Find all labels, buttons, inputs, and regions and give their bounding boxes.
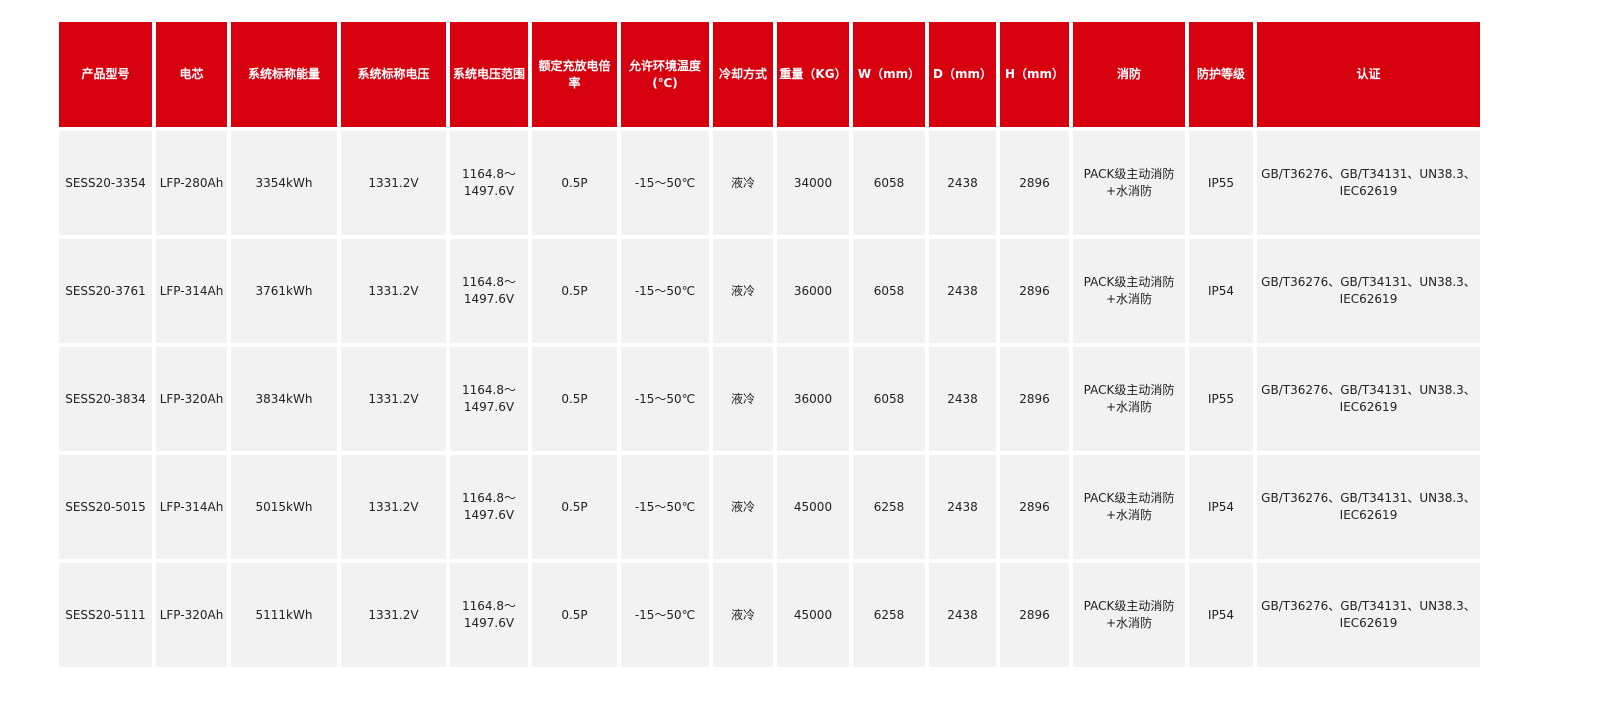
- table-cell: 液冷: [713, 131, 773, 235]
- table-cell: 1331.2V: [341, 239, 446, 343]
- table-cell: 6258: [853, 563, 925, 667]
- table-cell: IP54: [1189, 455, 1253, 559]
- table-cell: 2438: [929, 131, 996, 235]
- table-cell: 1164.8～1497.6V: [450, 347, 528, 451]
- table-cell: SESS20-5015: [59, 455, 152, 559]
- table-cell: 1164.8～1497.6V: [450, 239, 528, 343]
- table-cell: LFP-314Ah: [156, 455, 227, 559]
- table-cell: 45000: [777, 563, 849, 667]
- column-header: 系统电压范围: [450, 22, 528, 127]
- table-cell: 0.5P: [532, 347, 617, 451]
- table-cell: PACK级主动消防+水消防: [1073, 563, 1185, 667]
- table-cell: 1164.8～1497.6V: [450, 563, 528, 667]
- table-cell: 2896: [1000, 347, 1069, 451]
- column-header: H（mm）: [1000, 22, 1069, 127]
- table-cell: 0.5P: [532, 131, 617, 235]
- table-cell: LFP-314Ah: [156, 239, 227, 343]
- table-cell: 36000: [777, 347, 849, 451]
- table-cell: IP54: [1189, 239, 1253, 343]
- table-cell: 5015kWh: [231, 455, 337, 559]
- table-cell: SESS20-5111: [59, 563, 152, 667]
- table-cell: GB/T36276、GB/T34131、UN38.3、IEC62619: [1257, 563, 1480, 667]
- table-cell: IP54: [1189, 563, 1253, 667]
- table-cell: 2896: [1000, 131, 1069, 235]
- table-cell: IP55: [1189, 347, 1253, 451]
- table-cell: 3761kWh: [231, 239, 337, 343]
- table-cell: 0.5P: [532, 455, 617, 559]
- table-cell: IP55: [1189, 131, 1253, 235]
- table-cell: -15～50℃: [621, 131, 709, 235]
- table-cell: 液冷: [713, 239, 773, 343]
- table-row: SESS20-3761 LFP-314Ah 3761kWh 1331.2V 1164.8…: [59, 239, 1480, 343]
- table-cell: 5111kWh: [231, 563, 337, 667]
- table-cell: SESS20-3834: [59, 347, 152, 451]
- table-cell: 6058: [853, 239, 925, 343]
- table-cell: 1331.2V: [341, 131, 446, 235]
- table-cell: 2438: [929, 563, 996, 667]
- table-cell: GB/T36276、GB/T34131、UN38.3、IEC62619: [1257, 131, 1480, 235]
- table-cell: GB/T36276、GB/T34131、UN38.3、IEC62619: [1257, 455, 1480, 559]
- table-cell: -15～50℃: [621, 455, 709, 559]
- table-cell: 液冷: [713, 563, 773, 667]
- table-cell: 2896: [1000, 239, 1069, 343]
- table-cell: 2438: [929, 239, 996, 343]
- column-header: 重量（KG）: [777, 22, 849, 127]
- table-row: SESS20-3834 LFP-320Ah 3834kWh 1331.2V 1164.8…: [59, 347, 1480, 451]
- table-cell: 1331.2V: [341, 455, 446, 559]
- table-cell: 2896: [1000, 455, 1069, 559]
- table-cell: LFP-320Ah: [156, 347, 227, 451]
- table-cell: 6058: [853, 347, 925, 451]
- table-cell: PACK级主动消防+水消防: [1073, 347, 1185, 451]
- table-cell: 45000: [777, 455, 849, 559]
- table-cell: 6058: [853, 131, 925, 235]
- table-cell: SESS20-3761: [59, 239, 152, 343]
- table-cell: 3354kWh: [231, 131, 337, 235]
- table-cell: 2438: [929, 347, 996, 451]
- table-row: SESS20-5111 LFP-320Ah 5111kWh 1331.2V 1164.8…: [59, 563, 1480, 667]
- table-cell: LFP-280Ah: [156, 131, 227, 235]
- table-cell: -15～50℃: [621, 563, 709, 667]
- table-cell: 1164.8～1497.6V: [450, 455, 528, 559]
- table-cell: LFP-320Ah: [156, 563, 227, 667]
- column-header: 认证: [1257, 22, 1480, 127]
- column-header: 防护等级: [1189, 22, 1253, 127]
- table-cell: SESS20-3354: [59, 131, 152, 235]
- column-header: D（mm）: [929, 22, 996, 127]
- table-cell: 0.5P: [532, 563, 617, 667]
- column-header: W（mm）: [853, 22, 925, 127]
- table-cell: 液冷: [713, 347, 773, 451]
- product-spec-table: 产品型号 电芯 系统标称能量 系统标称电压 系统电压范围 额定充放电倍率 允许环境温度(℃)…: [55, 18, 1484, 671]
- table-cell: 1164.8～1497.6V: [450, 131, 528, 235]
- table-row: SESS20-5015 LFP-314Ah 5015kWh 1331.2V 1164.8…: [59, 455, 1480, 559]
- table-cell: 1331.2V: [341, 563, 446, 667]
- table-cell: 2438: [929, 455, 996, 559]
- table-cell: GB/T36276、GB/T34131、UN38.3、IEC62619: [1257, 239, 1480, 343]
- table-cell: 6258: [853, 455, 925, 559]
- column-header: 系统标称能量: [231, 22, 337, 127]
- column-header: 产品型号: [59, 22, 152, 127]
- header-row: 产品型号 电芯 系统标称能量 系统标称电压 系统电压范围 额定充放电倍率 允许环境温度(℃)…: [59, 22, 1480, 127]
- table-cell: -15～50℃: [621, 239, 709, 343]
- table-cell: 液冷: [713, 455, 773, 559]
- column-header: 系统标称电压: [341, 22, 446, 127]
- column-header: 消防: [1073, 22, 1185, 127]
- table-cell: PACK级主动消防+水消防: [1073, 239, 1185, 343]
- table-row: SESS20-3354 LFP-280Ah 3354kWh 1331.2V 1164.8…: [59, 131, 1480, 235]
- column-header: 额定充放电倍率: [532, 22, 617, 127]
- table-cell: 2896: [1000, 563, 1069, 667]
- table-cell: 3834kWh: [231, 347, 337, 451]
- table-cell: PACK级主动消防+水消防: [1073, 455, 1185, 559]
- table-cell: 34000: [777, 131, 849, 235]
- table-cell: 36000: [777, 239, 849, 343]
- table-cell: PACK级主动消防+水消防: [1073, 131, 1185, 235]
- column-header: 允许环境温度(℃): [621, 22, 709, 127]
- column-header: 冷却方式: [713, 22, 773, 127]
- table-cell: 1331.2V: [341, 347, 446, 451]
- table-cell: -15～50℃: [621, 347, 709, 451]
- table-cell: GB/T36276、GB/T34131、UN38.3、IEC62619: [1257, 347, 1480, 451]
- table-cell: 0.5P: [532, 239, 617, 343]
- column-header: 电芯: [156, 22, 227, 127]
